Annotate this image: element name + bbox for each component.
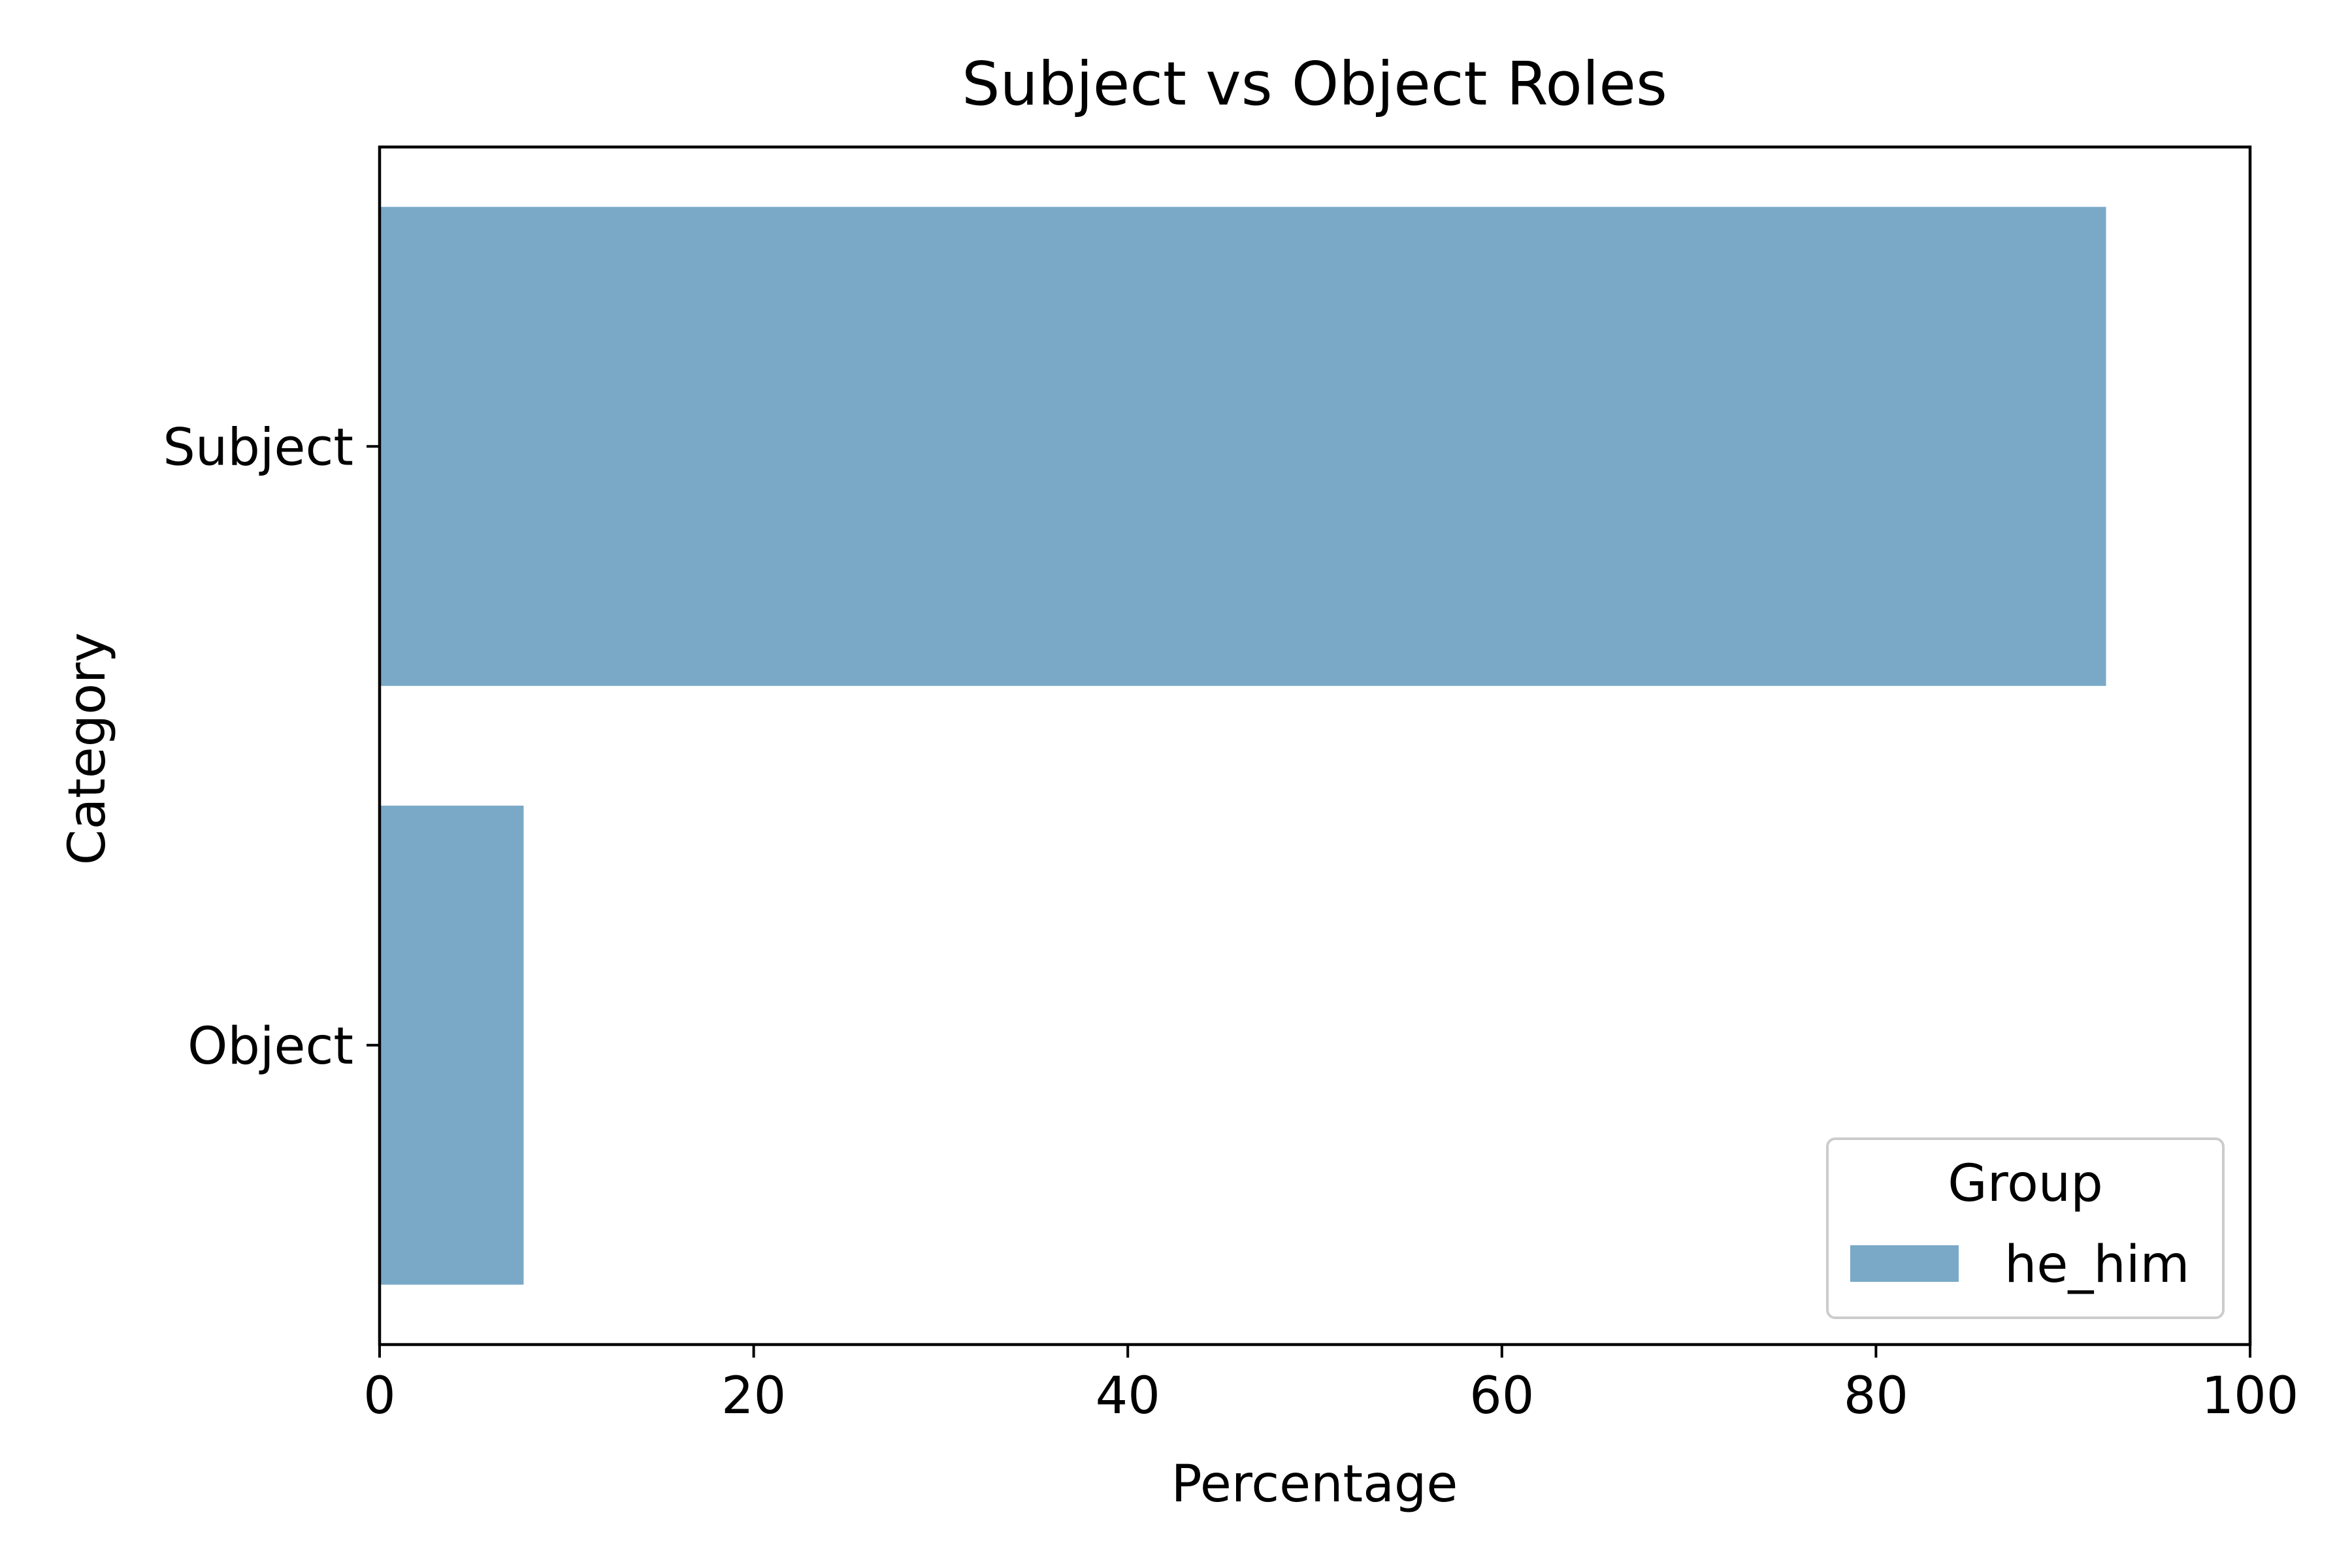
bars-layer: [380, 206, 2106, 1285]
y-tick-label-subject: Subject: [163, 418, 353, 477]
x-tick-label: 100: [2202, 1367, 2299, 1426]
x-tick-label: 80: [1844, 1367, 1908, 1426]
x-tick-label: 40: [1096, 1367, 1160, 1426]
legend: Group he_him: [1826, 1137, 2225, 1319]
x-tick-label: 60: [1469, 1367, 1534, 1426]
legend-title: Group: [1948, 1154, 2102, 1213]
chart-title: Subject vs Object Roles: [962, 49, 1667, 119]
legend-entry-label: he_him: [2004, 1235, 2190, 1294]
x-axis-ticks: 0 20 40 60 80 100: [363, 1345, 2298, 1426]
y-tick-label-object: Object: [188, 1017, 353, 1076]
legend-swatch: [1850, 1245, 1959, 1282]
bar-subject: [380, 206, 2106, 686]
y-axis-ticks: Subject Object: [163, 418, 380, 1076]
x-axis-label: Percentage: [1171, 1455, 1458, 1514]
plot-frame: [378, 145, 2252, 1347]
y-axis-label: Category: [58, 632, 117, 865]
bar-object: [380, 806, 524, 1285]
x-tick-label: 20: [721, 1367, 786, 1426]
x-tick-label: 0: [363, 1367, 396, 1426]
